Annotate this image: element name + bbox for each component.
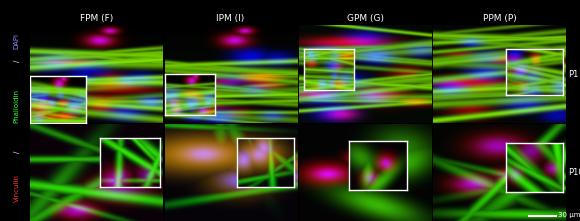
Text: /: / bbox=[13, 60, 20, 62]
Text: /: / bbox=[13, 150, 20, 152]
Text: P10: P10 bbox=[568, 168, 580, 177]
Text: Vinculin: Vinculin bbox=[13, 174, 20, 202]
Text: P1: P1 bbox=[568, 70, 578, 78]
Text: 30 μm: 30 μm bbox=[557, 212, 580, 219]
Text: FPM (F): FPM (F) bbox=[79, 14, 113, 23]
Text: DAPI: DAPI bbox=[13, 33, 20, 49]
Text: Phalloidin: Phalloidin bbox=[13, 89, 20, 123]
Text: PPM (P): PPM (P) bbox=[483, 14, 516, 23]
Text: IPM (I): IPM (I) bbox=[216, 14, 245, 23]
Text: GPM (G): GPM (G) bbox=[346, 14, 383, 23]
